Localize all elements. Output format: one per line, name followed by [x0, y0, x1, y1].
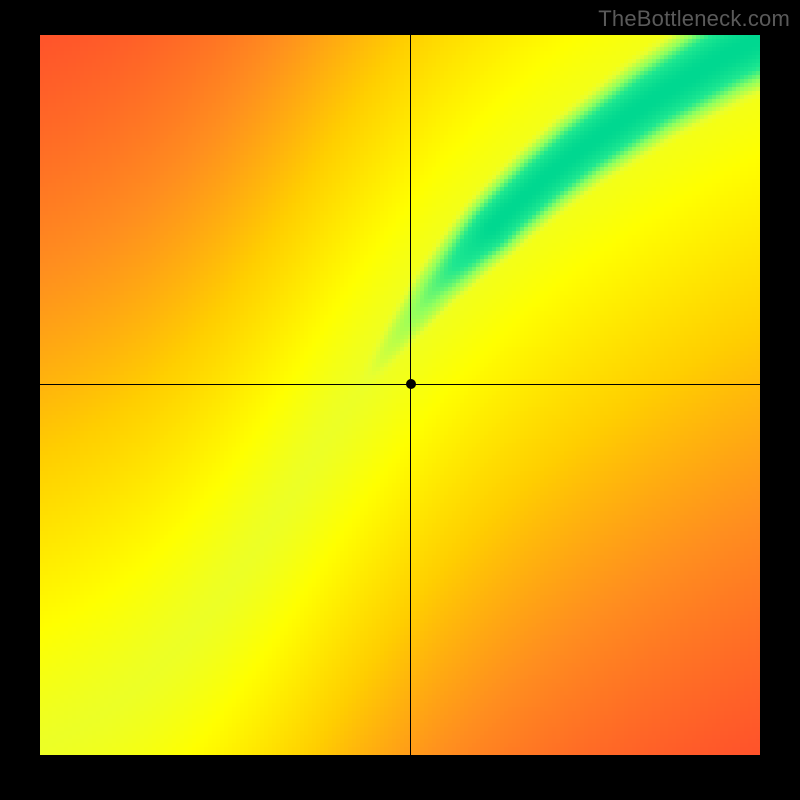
- chart-container: TheBottleneck.com: [0, 0, 800, 800]
- watermark-text: TheBottleneck.com: [598, 6, 790, 32]
- bottleneck-heatmap: [40, 35, 760, 755]
- crosshair-vertical: [410, 35, 411, 755]
- crosshair-marker-dot: [406, 379, 416, 389]
- crosshair-horizontal: [40, 384, 760, 385]
